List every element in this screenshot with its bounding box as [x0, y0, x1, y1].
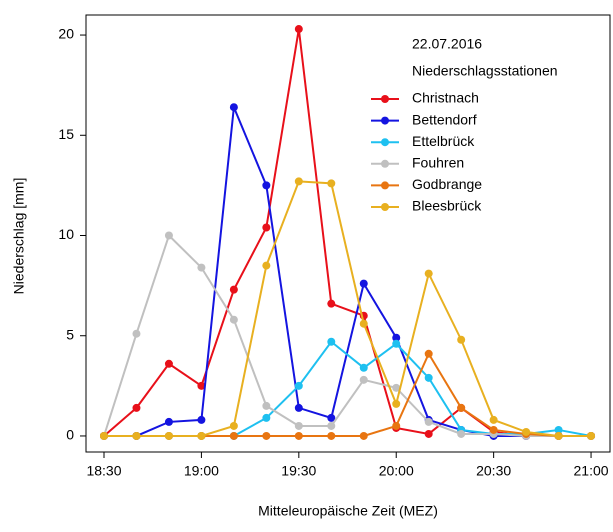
x-tick-label: 18:30 [86, 463, 121, 479]
y-tick-label: 20 [58, 26, 74, 42]
legend-marker [381, 159, 389, 168]
data-point [262, 413, 271, 422]
y-axis-label: Niederschlag [mm] [11, 178, 27, 295]
data-point [359, 319, 368, 328]
data-point [359, 363, 368, 372]
legend-label: Bleesbrück [412, 198, 482, 214]
data-point [554, 431, 563, 440]
data-point [164, 359, 173, 368]
x-tick-label: 21:00 [574, 463, 609, 479]
data-point [359, 431, 368, 440]
data-point [229, 431, 238, 440]
data-point [424, 269, 433, 278]
data-point [229, 103, 238, 112]
y-tick-label: 0 [66, 427, 74, 443]
data-point [294, 381, 303, 390]
data-point [197, 263, 206, 272]
series-line [103, 28, 592, 437]
legend-label: Christnach [412, 90, 479, 106]
data-point [132, 431, 141, 440]
data-point [294, 177, 303, 186]
data-point [392, 383, 401, 392]
legend-marker [381, 181, 389, 190]
legend-label: Godbrange [412, 176, 482, 192]
x-tick-label: 20:30 [476, 463, 511, 479]
data-point [392, 399, 401, 408]
y-tick-label: 15 [58, 126, 74, 142]
legend-marker [381, 203, 389, 211]
data-point [262, 401, 271, 410]
data-point [424, 417, 433, 426]
x-tick-label: 19:00 [184, 463, 219, 479]
data-point [489, 425, 498, 434]
legend-label: Fouhren [412, 155, 464, 171]
legend-marker [381, 138, 389, 147]
legend-marker [381, 95, 389, 103]
data-point [164, 231, 173, 240]
x-axis-label: Mitteleuropäische Zeit (MEZ) [258, 503, 438, 519]
data-point [100, 431, 108, 440]
data-point [132, 329, 141, 338]
data-point [489, 415, 498, 424]
data-point [197, 415, 206, 424]
data-point [164, 431, 173, 440]
series-line [103, 233, 592, 437]
data-point [229, 421, 238, 430]
y-tick-label: 5 [66, 326, 74, 342]
data-point [327, 413, 336, 422]
data-point [424, 373, 433, 382]
data-point [392, 333, 401, 342]
plot-frame [85, 14, 611, 453]
data-point [392, 421, 401, 430]
legend-label: Ettelbrück [412, 133, 475, 149]
series-line [104, 180, 592, 437]
data-point [327, 431, 336, 440]
data-point [327, 337, 336, 346]
data-point [164, 417, 173, 426]
data-point [327, 421, 336, 430]
series-line [104, 106, 592, 437]
x-tick-label: 20:00 [379, 463, 414, 479]
data-point [457, 335, 466, 344]
legend-title: 22.07.2016 [412, 36, 482, 52]
legend-marker [381, 116, 389, 125]
data-point [554, 425, 563, 434]
data-point [229, 285, 238, 294]
data-point [229, 315, 238, 324]
x-tick-label: 19:30 [281, 463, 316, 479]
data-point [262, 181, 271, 190]
data-point [424, 429, 433, 438]
data-point [294, 421, 303, 430]
data-point [457, 429, 466, 438]
data-point [197, 381, 206, 390]
data-point [522, 427, 531, 436]
data-point [587, 431, 596, 440]
data-point [197, 431, 206, 440]
y-tick-label: 10 [58, 226, 74, 242]
data-point [359, 375, 368, 384]
data-point [294, 25, 303, 34]
data-point [327, 299, 336, 308]
data-point [294, 431, 303, 440]
data-point [392, 339, 401, 348]
data-point [132, 403, 141, 412]
data-point [359, 279, 368, 288]
data-point [294, 403, 303, 412]
legend-label: Bettendorf [412, 111, 477, 127]
data-point [262, 431, 271, 440]
series-line [104, 351, 592, 437]
data-point [262, 261, 271, 270]
legend-title: Niederschlagsstationen [412, 63, 558, 79]
data-point [327, 179, 336, 188]
data-point [457, 403, 466, 412]
data-point [424, 349, 433, 358]
data-point [262, 223, 271, 232]
